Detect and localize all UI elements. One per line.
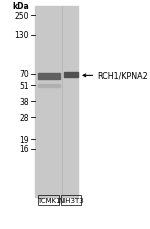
Text: 28: 28 — [19, 113, 29, 123]
Text: 51: 51 — [19, 81, 29, 90]
Bar — [60, 195, 81, 205]
Text: 38: 38 — [19, 97, 29, 106]
Text: 70: 70 — [19, 70, 29, 79]
Text: 250: 250 — [14, 11, 29, 21]
Text: TCMK1: TCMK1 — [37, 197, 60, 203]
Bar — [38, 74, 60, 79]
Text: 16: 16 — [19, 144, 29, 153]
Text: 19: 19 — [19, 135, 29, 144]
Text: kDa: kDa — [12, 2, 29, 11]
Bar — [38, 84, 60, 87]
Bar — [64, 73, 78, 78]
Text: NIH3T3: NIH3T3 — [58, 197, 84, 203]
Text: RCH1/KPNA2: RCH1/KPNA2 — [97, 71, 148, 81]
Bar — [38, 195, 59, 205]
Bar — [35, 7, 78, 197]
Text: 130: 130 — [14, 31, 29, 40]
